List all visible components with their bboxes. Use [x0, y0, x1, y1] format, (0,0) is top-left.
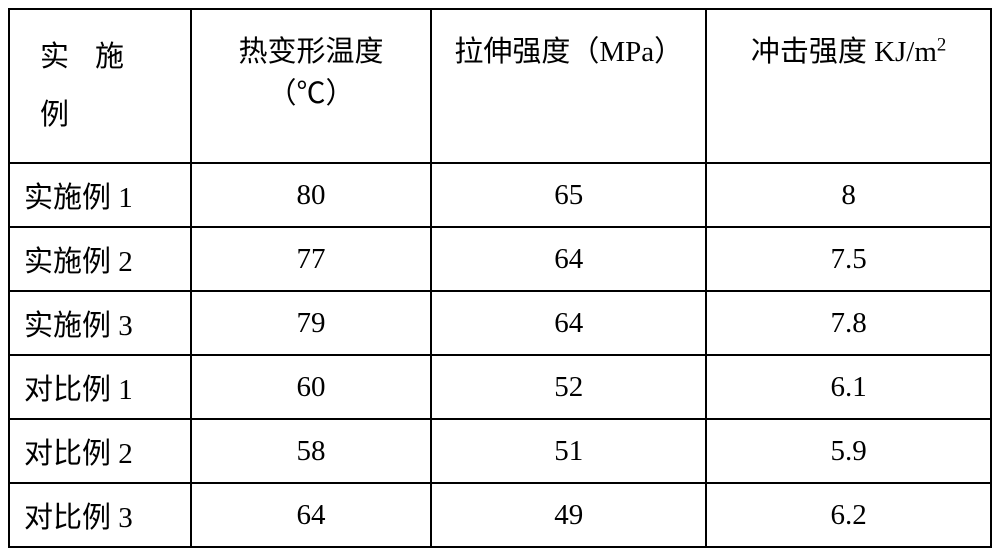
cell-hdt: 80 [191, 163, 432, 227]
cell-hdt: 60 [191, 355, 432, 419]
cell-hdt: 58 [191, 419, 432, 483]
header-impact-sup: 2 [937, 34, 946, 55]
cell-example: 实施例 1 [9, 163, 191, 227]
table-row: 对比例 2 58 51 5.9 [9, 419, 991, 483]
data-table: 实施 例 热变形温度 （℃） 拉伸强度（MPa） 冲击强度 KJ/m2 实施例 … [8, 8, 992, 548]
cell-tensile: 64 [431, 291, 706, 355]
table-row: 对比例 3 64 49 6.2 [9, 483, 991, 547]
cell-hdt: 77 [191, 227, 432, 291]
cell-tensile: 49 [431, 483, 706, 547]
cell-hdt: 64 [191, 483, 432, 547]
table-row: 实施例 2 77 64 7.5 [9, 227, 991, 291]
cell-example: 对比例 3 [9, 483, 191, 547]
header-row: 实施 例 热变形温度 （℃） 拉伸强度（MPa） 冲击强度 KJ/m2 [9, 9, 991, 163]
header-example-line1: 实施 [40, 28, 150, 86]
header-tensile-text: 拉伸强度（MPa） [454, 36, 683, 68]
header-example: 实施 例 [9, 9, 191, 163]
table-row: 实施例 3 79 64 7.8 [9, 291, 991, 355]
header-example-line2: 例 [40, 99, 69, 131]
cell-impact: 7.5 [706, 227, 991, 291]
cell-impact: 5.9 [706, 419, 991, 483]
cell-impact: 7.8 [706, 291, 991, 355]
header-impact: 冲击强度 KJ/m2 [706, 9, 991, 163]
cell-hdt: 79 [191, 291, 432, 355]
table-body: 实施例 1 80 65 8 实施例 2 77 64 7.5 实施例 3 79 6… [9, 163, 991, 547]
cell-tensile: 51 [431, 419, 706, 483]
header-hdt-line1: 热变形温度 [238, 36, 383, 68]
header-hdt: 热变形温度 （℃） [191, 9, 432, 163]
cell-example: 对比例 2 [9, 419, 191, 483]
cell-tensile: 64 [431, 227, 706, 291]
cell-impact: 6.1 [706, 355, 991, 419]
cell-impact: 8 [706, 163, 991, 227]
cell-tensile: 52 [431, 355, 706, 419]
cell-example: 实施例 3 [9, 291, 191, 355]
header-impact-base: 冲击强度 KJ/m [751, 36, 937, 68]
cell-impact: 6.2 [706, 483, 991, 547]
cell-example: 实施例 2 [9, 227, 191, 291]
cell-example: 对比例 1 [9, 355, 191, 419]
cell-tensile: 65 [431, 163, 706, 227]
header-tensile: 拉伸强度（MPa） [431, 9, 706, 163]
table-row: 对比例 1 60 52 6.1 [9, 355, 991, 419]
table-row: 实施例 1 80 65 8 [9, 163, 991, 227]
header-hdt-line2: （℃） [267, 78, 354, 110]
